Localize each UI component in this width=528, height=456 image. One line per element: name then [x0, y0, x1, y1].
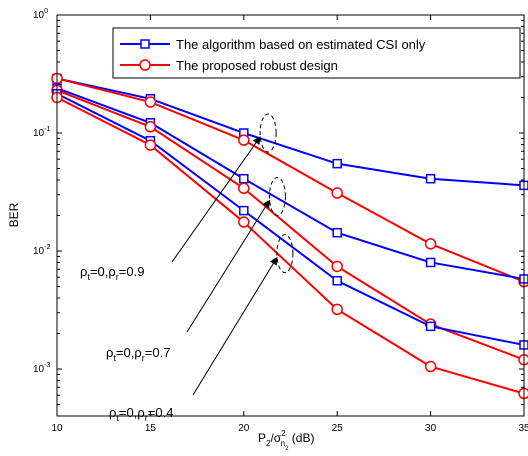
- rho-sub-r: r: [116, 272, 119, 282]
- x-label-unit: (dB): [288, 431, 314, 445]
- y-tick-label: 10-1: [33, 126, 50, 139]
- legend-marker-square: [140, 39, 150, 49]
- rho-mid: =0,ρ: [90, 264, 116, 279]
- y-tick-base: 10: [33, 246, 45, 257]
- legend: The algorithm based on estimated CSI onl…: [112, 27, 521, 79]
- x-label-sigma-sup: 2: [281, 429, 286, 438]
- rho-sub-r: r: [142, 353, 145, 363]
- x-tick-label: 30: [425, 423, 437, 434]
- rho-sub-t: t: [113, 353, 116, 363]
- y-tick-exponent: -1: [44, 126, 50, 133]
- y-tick-label: 10-3: [33, 362, 50, 375]
- data-point-circle: [144, 120, 157, 133]
- data-point-circle: [238, 182, 250, 195]
- data-point-circle: [144, 96, 157, 108]
- data-point-circle: [331, 187, 343, 199]
- y-tick-label: 100: [33, 8, 48, 21]
- annotation-arrow: [192, 256, 278, 396]
- plot-area: [57, 15, 524, 416]
- rho-sub-r: r: [145, 413, 148, 423]
- rho-symbol: ρ: [109, 405, 116, 420]
- x-tick-label: 15: [145, 423, 157, 434]
- series-line: [56, 87, 525, 280]
- data-point-square: [332, 158, 342, 169]
- data-point-square: [425, 257, 436, 268]
- x-label-sigma: /σ: [270, 431, 281, 445]
- rho-symbol: ρ: [106, 345, 113, 360]
- data-point-circle: [238, 216, 250, 228]
- y-tick-exponent: -2: [44, 244, 50, 251]
- rho-value: =0.7: [145, 345, 171, 360]
- group-ellipse: [259, 113, 277, 153]
- series-line: [56, 92, 525, 346]
- annotation-arrow: [186, 199, 270, 333]
- x-label-base-sub: 2: [266, 439, 271, 448]
- rho-value: =0.9: [119, 264, 145, 279]
- legend-label: The algorithm based on estimated CSI onl…: [176, 37, 426, 52]
- x-tick-label: 10: [51, 423, 63, 434]
- x-tick-label: 35: [518, 423, 528, 434]
- series-line: [56, 77, 525, 187]
- y-tick-base: 10: [33, 364, 45, 375]
- annotation-arrow: [171, 136, 261, 263]
- y-tick-label: 10-2: [33, 244, 50, 257]
- data-point-circle: [331, 303, 343, 316]
- x-axis-label: P2/σ2 n2 (dB): [258, 429, 314, 452]
- legend-box: [112, 27, 521, 79]
- legend-marker-circle: [139, 59, 151, 71]
- rho-label: ρt=0,ρr=0.4: [109, 405, 173, 423]
- group-ellipse: [276, 234, 294, 274]
- data-point-square: [239, 173, 249, 184]
- series-line: [56, 77, 525, 283]
- data-point-square: [239, 205, 249, 216]
- legend-label: The proposed robust design: [176, 58, 338, 73]
- group-ellipse: [268, 176, 286, 216]
- y-tick-exponent: 0: [44, 8, 48, 15]
- data-point-square: [332, 275, 342, 286]
- y-tick-base: 10: [33, 128, 45, 139]
- rho-label: ρt=0,ρr=0.7: [106, 345, 170, 363]
- data-point-circle: [238, 134, 250, 146]
- series-line: [56, 96, 525, 395]
- data-point-circle: [331, 260, 343, 273]
- x-label-sigma-subsub: 2: [285, 446, 289, 452]
- rho-sub-t: t: [116, 413, 119, 423]
- x-tick-label: 20: [238, 423, 250, 434]
- y-tick-base: 10: [33, 10, 45, 21]
- data-point-square: [425, 173, 436, 184]
- data-point-circle: [424, 238, 437, 250]
- data-point-square: [425, 321, 436, 332]
- x-label-base: P: [258, 431, 266, 445]
- rho-sub-t: t: [87, 272, 90, 282]
- rho-symbol: ρ: [80, 264, 87, 279]
- data-point-circle: [424, 360, 437, 373]
- rho-value: =0.4: [148, 405, 174, 420]
- x-tick-label: 25: [332, 423, 344, 434]
- x-label-sigma-sub: n: [281, 439, 285, 448]
- rho-mid: =0,ρ: [116, 345, 142, 360]
- y-tick-exponent: -3: [44, 362, 50, 369]
- rho-label: ρt=0,ρr=0.9: [80, 264, 144, 282]
- y-axis-label: BER: [7, 202, 21, 227]
- data-point-square: [332, 227, 342, 238]
- plot-frame: [56, 14, 525, 417]
- rho-mid: =0,ρ: [119, 405, 145, 420]
- data-point-circle: [144, 139, 157, 151]
